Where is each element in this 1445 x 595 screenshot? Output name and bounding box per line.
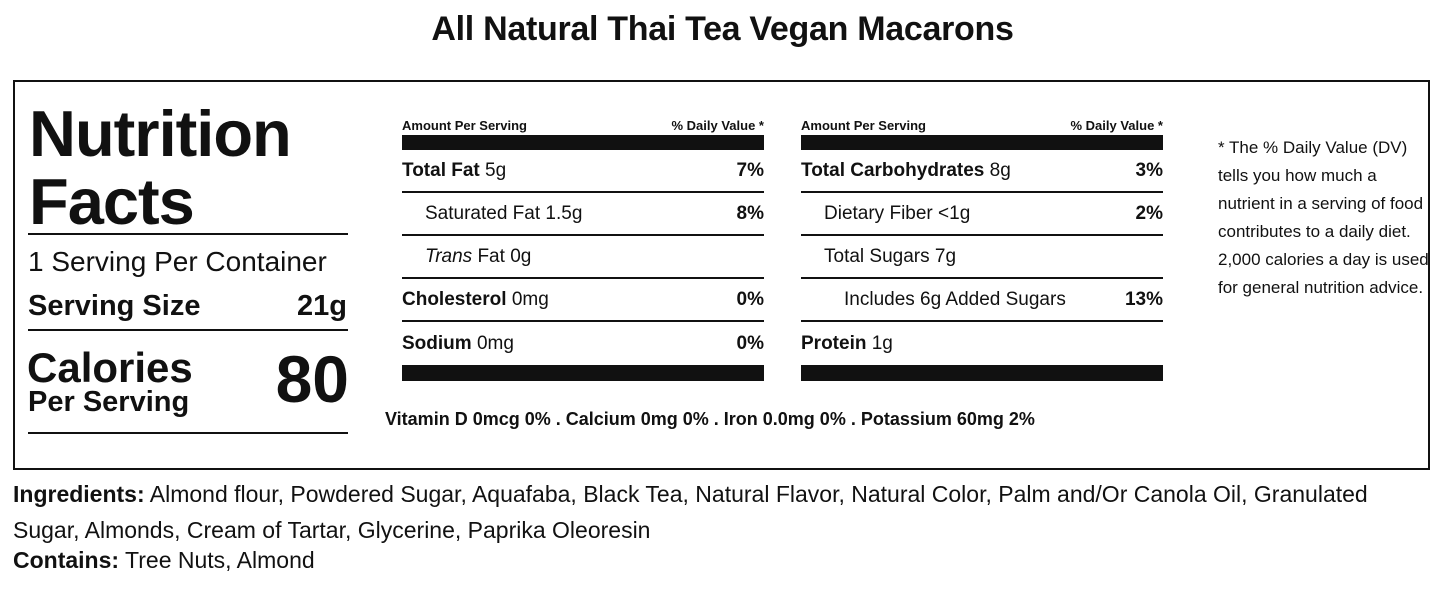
contains-text: Tree Nuts, Almond [125, 547, 315, 573]
nutrient-dv: 7% [736, 159, 764, 181]
table-header: Amount Per Serving % Daily Value * [801, 117, 1163, 135]
nutrient-row-added-sugars: Includes 6g Added Sugars 13% [801, 279, 1163, 322]
table-header: Amount Per Serving % Daily Value * [402, 117, 764, 135]
nutrient-dv: 2% [1135, 202, 1163, 224]
nutrient-dv: 0% [736, 332, 764, 354]
calories-value: 80 [275, 342, 349, 416]
ingredients-label: Ingredients: [13, 481, 145, 507]
nutrient-amount: <1g [938, 202, 971, 224]
nutrient-amount: 0mg [511, 288, 549, 310]
nutrient-row-protein: Protein 1g [801, 322, 1163, 365]
bottom-thick-divider [801, 365, 1163, 381]
nutrient-name-italic: Trans [425, 245, 473, 267]
page-title: All Natural Thai Tea Vegan Macarons [431, 10, 1014, 48]
daily-value-header: % Daily Value * [671, 118, 765, 133]
nutrient-amount: 5g [485, 159, 507, 181]
servings-per-container: 1 Serving Per Container [28, 246, 327, 277]
bottom-thick-divider [402, 365, 764, 381]
nutrient-amount: 1.5g [545, 202, 583, 224]
thick-divider [801, 135, 1163, 150]
nutrient-row-dietary-fiber: Dietary Fiber <1g 2% [801, 193, 1163, 236]
nutrient-dv: 8% [736, 202, 764, 224]
nutrient-name: Cholesterol [402, 288, 507, 310]
contains-label: Contains: [13, 547, 120, 573]
nutrient-name: Sodium [402, 332, 472, 354]
nutrient-amount: 1g [871, 332, 893, 354]
nutrient-name: Saturated Fat [425, 202, 541, 224]
nutrient-name: Protein [801, 332, 867, 354]
nutrient-row-cholesterol: Cholesterol 0mg 0% [402, 279, 764, 322]
calories-label: Calories [27, 344, 193, 391]
nutrient-row-total-carbohydrates: Total Carbohydrates 8g 3% [801, 150, 1163, 193]
nutrient-amount: 7g [934, 245, 957, 267]
nutrient-name: Total Carbohydrates [801, 159, 985, 181]
nutrient-name: Includes 6g Added Sugars [844, 288, 1066, 310]
daily-value-header: % Daily Value * [1070, 118, 1164, 133]
nutrient-name: Total Sugars [824, 245, 930, 267]
heading-divider [28, 233, 348, 235]
nutrient-amount: 8g [989, 159, 1011, 181]
nutrient-row-sodium: Sodium 0mg 0% [402, 322, 764, 365]
heading-line-2: Facts [29, 165, 195, 238]
serving-divider [28, 329, 348, 331]
nutrient-name: Total Fat [402, 159, 480, 181]
nutrient-row-trans-fat: Trans Fat 0g [402, 236, 764, 279]
nutrient-dv: 3% [1135, 159, 1163, 181]
nutrient-amount: 0mg [476, 332, 514, 354]
serving-size-value: 21g [297, 290, 347, 322]
nutrient-dv: 13% [1124, 288, 1163, 310]
nutrient-amount: 0g [510, 245, 532, 267]
nutrient-name: Dietary Fiber [824, 202, 933, 224]
amount-per-serving-header: Amount Per Serving [402, 118, 527, 133]
nutrient-table-right: Amount Per Serving % Daily Value * Total… [801, 117, 1163, 381]
calories-per-serving-label: Per Serving [28, 386, 190, 418]
nutrient-dv: 0% [736, 288, 764, 310]
nutrient-row-total-fat: Total Fat 5g 7% [402, 150, 764, 193]
allergen-statement: Contains: Tree Nuts, Almond [13, 547, 315, 574]
serving-size-label: Serving Size [28, 290, 201, 322]
ingredients-text: Almond flour, Powdered Sugar, Aquafaba, … [13, 481, 1368, 543]
calories-divider [28, 432, 348, 434]
nutrient-table-left: Amount Per Serving % Daily Value * Total… [402, 117, 764, 381]
nutrition-facts-panel: Nutrition Facts 1 Serving Per Container … [13, 80, 1430, 470]
heading-line-1: Nutrition [29, 97, 292, 170]
thick-divider [402, 135, 764, 150]
ingredients-statement: Ingredients: Almond flour, Powdered Suga… [13, 476, 1433, 548]
vitamins-minerals-line: Vitamin D 0mcg 0% . Calcium 0mg 0% . Iro… [385, 409, 1035, 429]
daily-value-footnote: * The % Daily Value (DV) tells you how m… [1218, 138, 1429, 297]
nutrient-name: Fat [477, 245, 505, 267]
nutrition-facts-heading: Nutrition Facts [29, 97, 292, 238]
amount-per-serving-header: Amount Per Serving [801, 118, 926, 133]
nutrient-row-total-sugars: Total Sugars 7g [801, 236, 1163, 279]
nutrient-row-saturated-fat: Saturated Fat 1.5g 8% [402, 193, 764, 236]
